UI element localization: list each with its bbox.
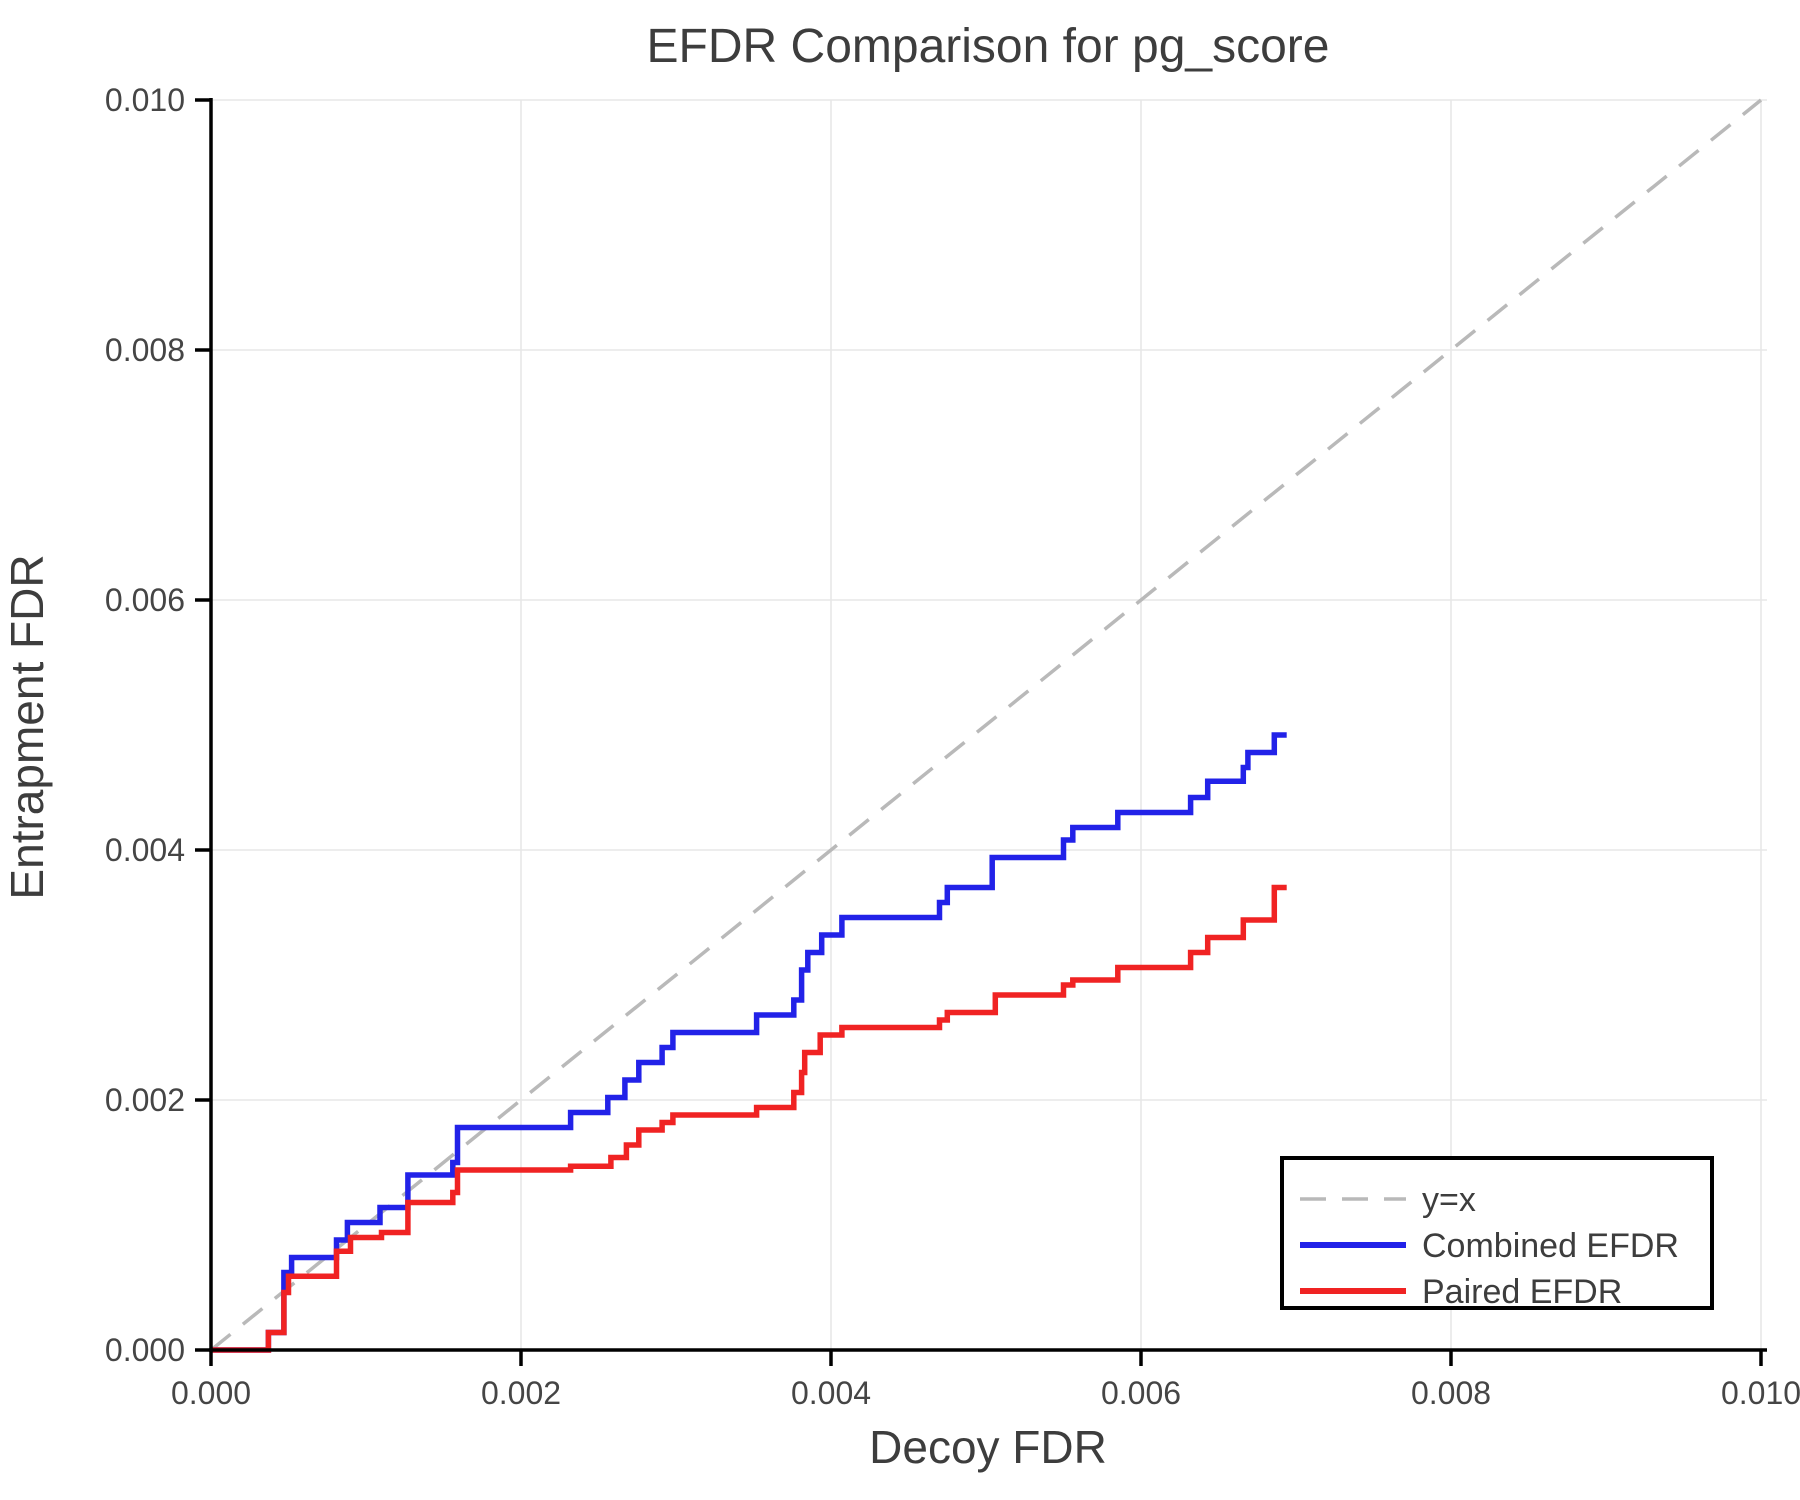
- paired-efdr-line: [211, 884, 1287, 1353]
- y-axis-label: Entrapment FDR: [1, 554, 53, 899]
- legend-label: Combined EFDR: [1422, 1227, 1679, 1265]
- series-lines: [209, 98, 1763, 1353]
- legend-label: y=x: [1422, 1181, 1476, 1219]
- axes: [209, 98, 1767, 1352]
- legend: y=x Combined EFDR Paired EFDR: [1280, 1156, 1714, 1311]
- x-tick-label: 0.000: [171, 1375, 251, 1411]
- x-tick-label: 0.002: [481, 1375, 561, 1411]
- chart-title: EFDR Comparison for pg_score: [647, 20, 1330, 73]
- x-tick-label: 0.006: [1101, 1375, 1181, 1411]
- legend-item: y=x: [1300, 1181, 1476, 1219]
- y-tick-label: 0.004: [105, 832, 185, 868]
- y-tick-label: 0.002: [105, 1082, 185, 1118]
- y-tick-label: 0.010: [105, 82, 185, 118]
- legend-item: Combined EFDR: [1300, 1227, 1679, 1265]
- gridlines: [211, 99, 1767, 1350]
- x-tick-label: 0.008: [1411, 1375, 1491, 1411]
- y-tick-label: 0.000: [105, 1332, 185, 1368]
- y-tick-label: 0.006: [105, 582, 185, 618]
- legend-box: [1280, 1156, 1714, 1310]
- y-tick-label: 0.008: [105, 332, 185, 368]
- x-tick-label: 0.004: [791, 1375, 871, 1411]
- x-tick-labels: 0.000 0.002 0.004 0.006 0.008 0.010: [171, 1375, 1800, 1411]
- legend-item: Paired EFDR: [1300, 1273, 1622, 1311]
- combined-efdr-line: [211, 732, 1287, 1353]
- x-tick-label: 0.010: [1721, 1375, 1800, 1411]
- identity-line: [209, 98, 1763, 1352]
- legend-label: Paired EFDR: [1422, 1273, 1622, 1311]
- x-axis-label: Decoy FDR: [869, 1421, 1107, 1473]
- tick-marks: [195, 98, 1763, 1366]
- y-tick-labels: 0.000 0.002 0.004 0.006 0.008 0.010: [105, 82, 185, 1368]
